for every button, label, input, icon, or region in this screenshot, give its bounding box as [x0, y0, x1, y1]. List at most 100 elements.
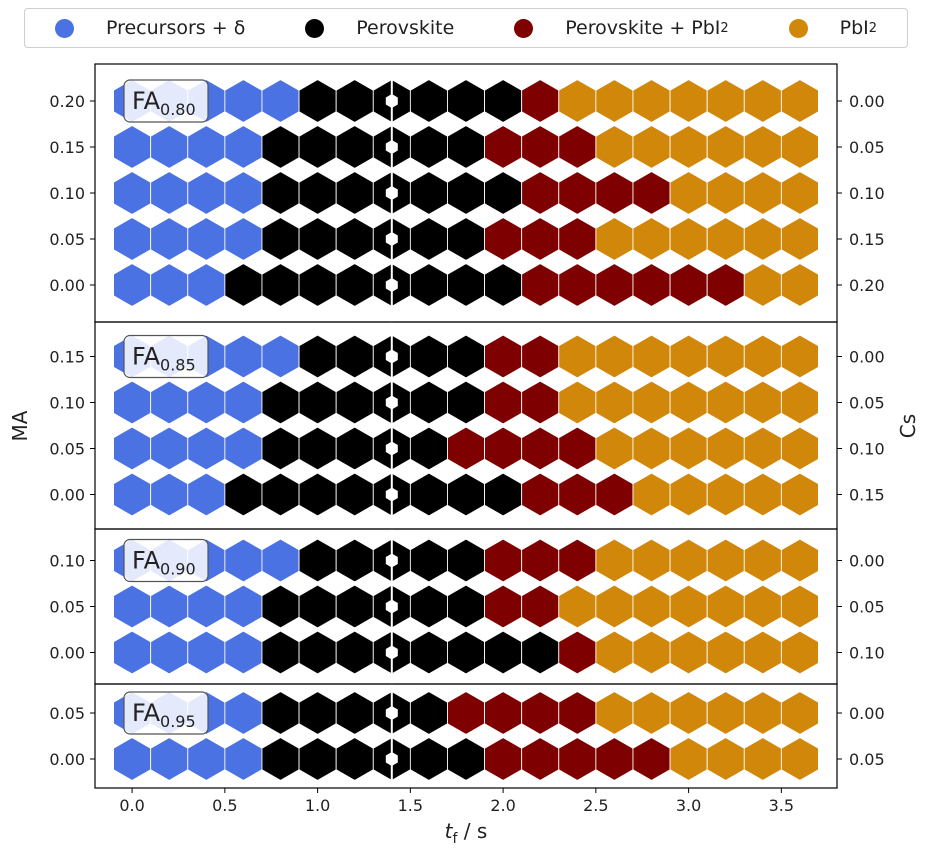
legend-label: Perovskite — [356, 17, 455, 39]
phase-hexagon — [669, 171, 708, 215]
ma-tick-label: 0.10 — [49, 552, 85, 571]
phase-hexagon — [669, 691, 708, 735]
phase-hexagon — [632, 691, 671, 735]
phase-hexagon — [743, 691, 782, 735]
phase-hexagon — [521, 380, 560, 425]
panel-label-main: FA — [132, 87, 161, 115]
phase-hexagon — [224, 630, 263, 675]
marker-hexagon — [385, 599, 398, 614]
phase-hexagon — [113, 125, 152, 169]
phase-hexagon — [150, 584, 189, 629]
phase-hexagon — [409, 584, 448, 629]
phase-hexagon — [113, 630, 152, 675]
phase-hexagon — [669, 334, 708, 379]
phase-hexagon — [484, 538, 522, 583]
phase-hexagon — [447, 171, 485, 215]
cs-tick-label: 0.05 — [849, 138, 885, 157]
phase-hexagon — [261, 691, 300, 735]
phase-hexagon — [743, 630, 782, 675]
phase-hexagon — [521, 691, 560, 735]
phase-hexagon — [595, 125, 634, 169]
ma-tick-label: 0.05 — [49, 230, 85, 249]
phase-hexagon — [595, 217, 634, 261]
phase-hexagon — [335, 630, 374, 675]
panel-label: FA0.95 — [132, 699, 196, 731]
phase-hexagon — [632, 171, 671, 215]
phase-hexagon — [484, 691, 522, 735]
phase-hexagon — [743, 217, 782, 261]
phase-hexagon — [743, 538, 782, 583]
phase-hexagon — [261, 584, 300, 629]
phase-hexagon — [447, 217, 485, 261]
phase-hexagon — [484, 472, 522, 517]
phase-hexagon — [632, 334, 671, 379]
marker-hexagon — [385, 553, 398, 568]
phase-hexagon — [113, 472, 152, 517]
phase-hexagon — [595, 171, 634, 215]
phase-hexagon — [743, 125, 782, 169]
phase-hexagon — [187, 737, 226, 781]
phase-hexagon — [187, 630, 226, 675]
phase-hexagon — [261, 630, 300, 675]
phase-hexagon — [335, 584, 374, 629]
phase-hexagon — [298, 263, 337, 307]
phase-hexagon — [521, 472, 560, 517]
phase-hexagon — [335, 217, 374, 261]
phase-hexagon — [409, 472, 448, 517]
marker-hexagon — [385, 395, 398, 410]
legend-label: Perovskite + PbI — [565, 17, 721, 39]
phase-hexagon — [261, 538, 300, 583]
phase-hexagon — [409, 263, 448, 307]
ma-tick-label: 0.15 — [49, 348, 85, 367]
phase-hexagon — [187, 263, 226, 307]
phase-hexagon — [261, 263, 300, 307]
x-tick-label: 2.5 — [583, 796, 608, 815]
phase-hexagon — [706, 737, 745, 781]
phase-hexagon — [669, 79, 708, 123]
phase-hexagon — [261, 426, 300, 471]
phase-hexagon — [484, 171, 522, 215]
phase-hexagon — [521, 630, 560, 675]
phase-hexagon — [632, 584, 671, 629]
phase-hexagon — [187, 472, 226, 517]
phase-hexagon — [187, 426, 226, 471]
cs-tick-label: 0.00 — [849, 92, 885, 111]
phase-hexagon — [706, 171, 745, 215]
phase-hexagon — [150, 426, 189, 471]
panel-label: FA0.85 — [132, 343, 196, 375]
phase-hexagon — [558, 426, 597, 471]
phase-hexagon — [706, 125, 745, 169]
phase-hexagon — [261, 334, 300, 379]
phase-hexagon — [743, 263, 782, 307]
ma-tick-label: 0.00 — [49, 486, 85, 505]
panel-label: FA0.90 — [132, 547, 196, 579]
phase-hexagon — [781, 538, 819, 583]
phase-hexagon — [409, 538, 448, 583]
panel-label: FA0.80 — [132, 87, 196, 119]
phase-hexagon — [224, 584, 263, 629]
phase-hexagon — [706, 584, 745, 629]
phase-hexagon — [558, 263, 597, 307]
phase-hexagon — [224, 691, 263, 735]
phase-hexagon — [595, 584, 634, 629]
phase-hexagon — [224, 79, 263, 123]
phase-hexagon — [447, 737, 485, 781]
phase-hexagon — [113, 217, 152, 261]
phase-hexagon — [558, 538, 597, 583]
x-axis-label-unit: / s — [457, 819, 487, 843]
phase-hexagon — [706, 263, 745, 307]
phase-hexagon — [335, 538, 374, 583]
phase-hexagon — [298, 79, 337, 123]
marker-hexagon — [385, 441, 398, 456]
phase-hexagon — [335, 691, 374, 735]
phase-hexagon — [669, 584, 708, 629]
panel-label-main: FA — [132, 547, 161, 575]
phase-hexagon — [595, 79, 634, 123]
phase-hexagon — [298, 380, 337, 425]
phase-hexagon — [335, 334, 374, 379]
phase-hexagon — [781, 472, 819, 517]
phase-hexagon — [595, 691, 634, 735]
phase-hexagon — [409, 171, 448, 215]
marker-hexagon — [385, 349, 398, 364]
phase-hexagon — [113, 584, 152, 629]
